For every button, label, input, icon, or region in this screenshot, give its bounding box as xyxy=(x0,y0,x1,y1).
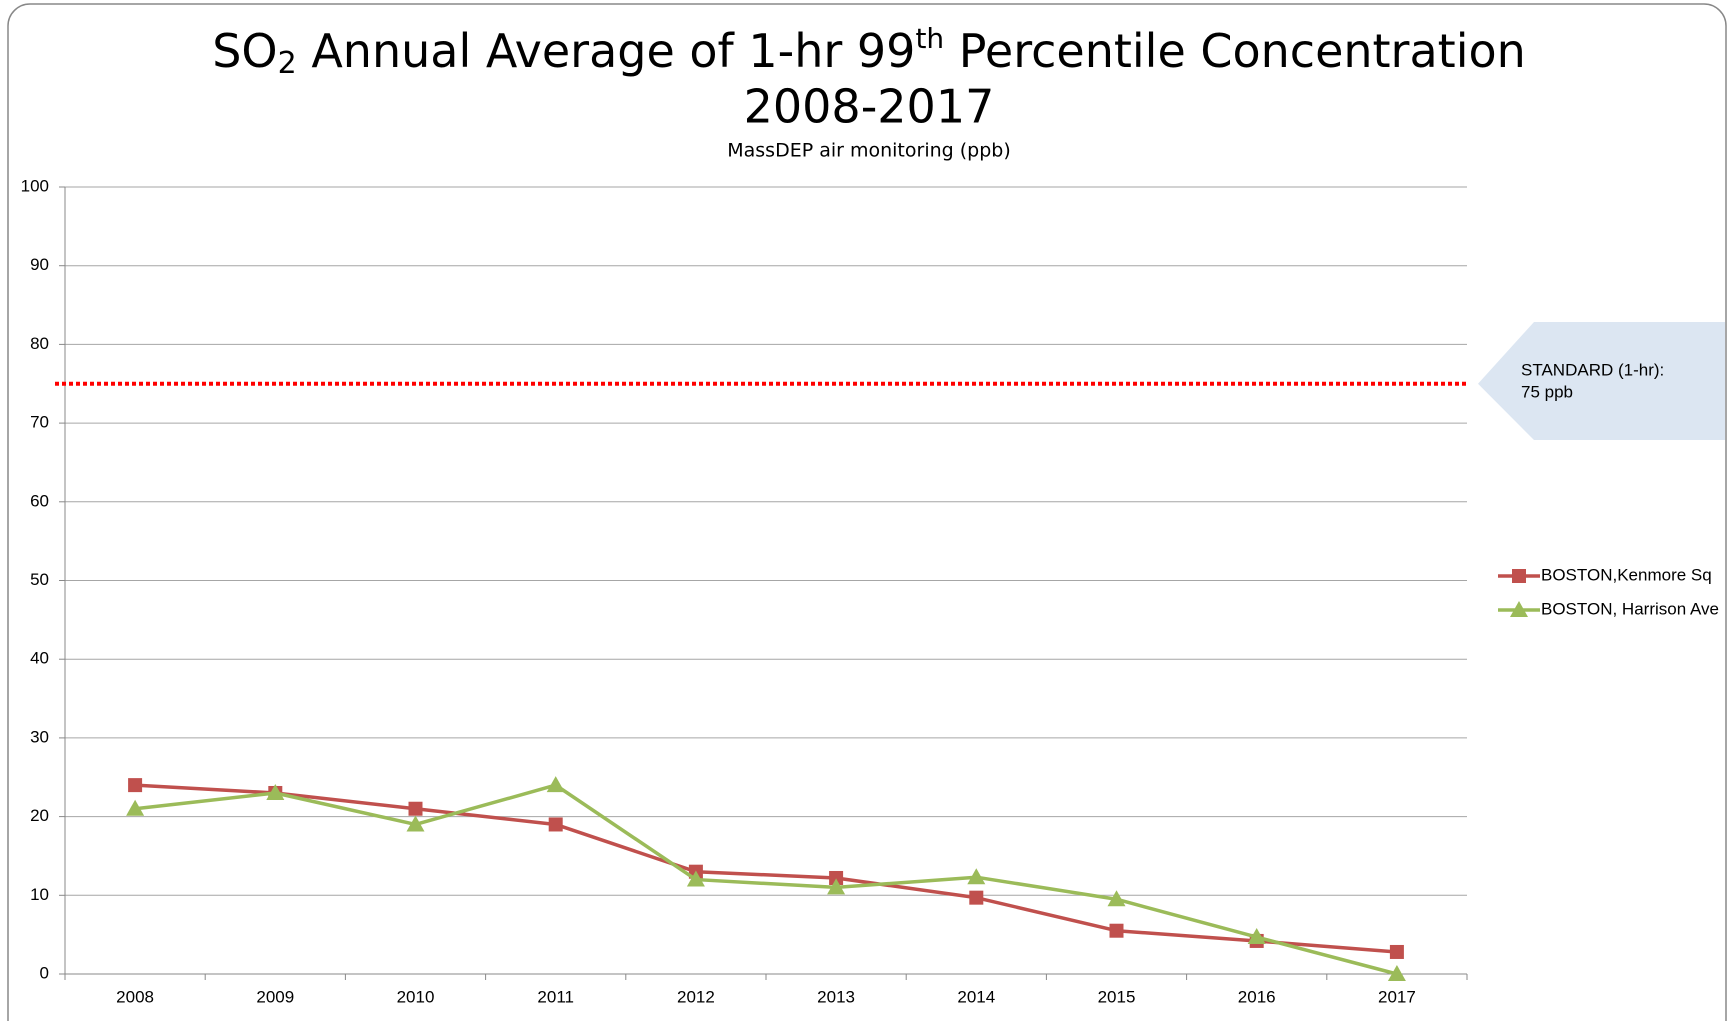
annotation-text: 75 ppb xyxy=(1521,382,1573,401)
x-tick-label: 2015 xyxy=(1098,987,1136,1006)
x-tick-label: 2016 xyxy=(1238,987,1276,1006)
chart-title-line2: 2008-2017 xyxy=(744,80,995,134)
y-tick-label: 50 xyxy=(30,570,49,589)
annotation-arrow xyxy=(1478,322,1725,440)
x-tick-label: 2013 xyxy=(817,987,855,1006)
series-line xyxy=(135,785,1397,974)
y-tick-label: 80 xyxy=(30,334,49,353)
chart-title: SO2 Annual Average of 1-hr 99th Percenti… xyxy=(212,22,1526,81)
title-part: Percentile Concentration xyxy=(944,24,1526,78)
y-tick-label: 20 xyxy=(30,806,49,825)
title-superscript: th xyxy=(915,22,944,55)
chart-subtitle: MassDEP air monitoring (ppb) xyxy=(727,140,1011,162)
x-tick-label: 2012 xyxy=(677,987,715,1006)
y-tick-label: 70 xyxy=(30,413,49,432)
y-tick-label: 40 xyxy=(30,649,49,668)
marker xyxy=(549,817,563,831)
title-part: SO xyxy=(212,24,277,78)
marker xyxy=(1512,569,1526,583)
x-tick-label: 2014 xyxy=(957,987,995,1006)
y-tick-label: 100 xyxy=(21,176,49,195)
marker xyxy=(1110,924,1124,938)
legend-label: BOSTON, Harrison Ave xyxy=(1541,599,1719,618)
marker xyxy=(1390,945,1404,959)
x-tick-label: 2017 xyxy=(1378,987,1416,1006)
title-part: Annual Average of 1-hr 99 xyxy=(297,24,916,78)
series-line xyxy=(135,785,1397,952)
y-tick-label: 60 xyxy=(30,491,49,510)
x-tick-label: 2009 xyxy=(256,987,294,1006)
marker xyxy=(547,776,565,792)
page: SO2 Annual Average of 1-hr 99th Percenti… xyxy=(0,0,1732,1021)
y-tick-label: 90 xyxy=(30,255,49,274)
y-tick-label: 10 xyxy=(30,885,49,904)
annotation-text: STANDARD (1-hr): xyxy=(1521,360,1664,379)
x-tick-label: 2011 xyxy=(537,987,574,1006)
title-subscript: 2 xyxy=(278,46,297,81)
x-tick-label: 2010 xyxy=(397,987,435,1006)
marker xyxy=(409,802,423,816)
x-tick-label: 2008 xyxy=(116,987,154,1006)
chart: SO2 Annual Average of 1-hr 99th Percenti… xyxy=(0,0,1732,1021)
legend-label: BOSTON,Kenmore Sq xyxy=(1541,565,1712,584)
y-tick-label: 0 xyxy=(40,963,49,982)
marker xyxy=(969,891,983,905)
y-tick-label: 30 xyxy=(30,727,49,746)
marker xyxy=(128,778,142,792)
